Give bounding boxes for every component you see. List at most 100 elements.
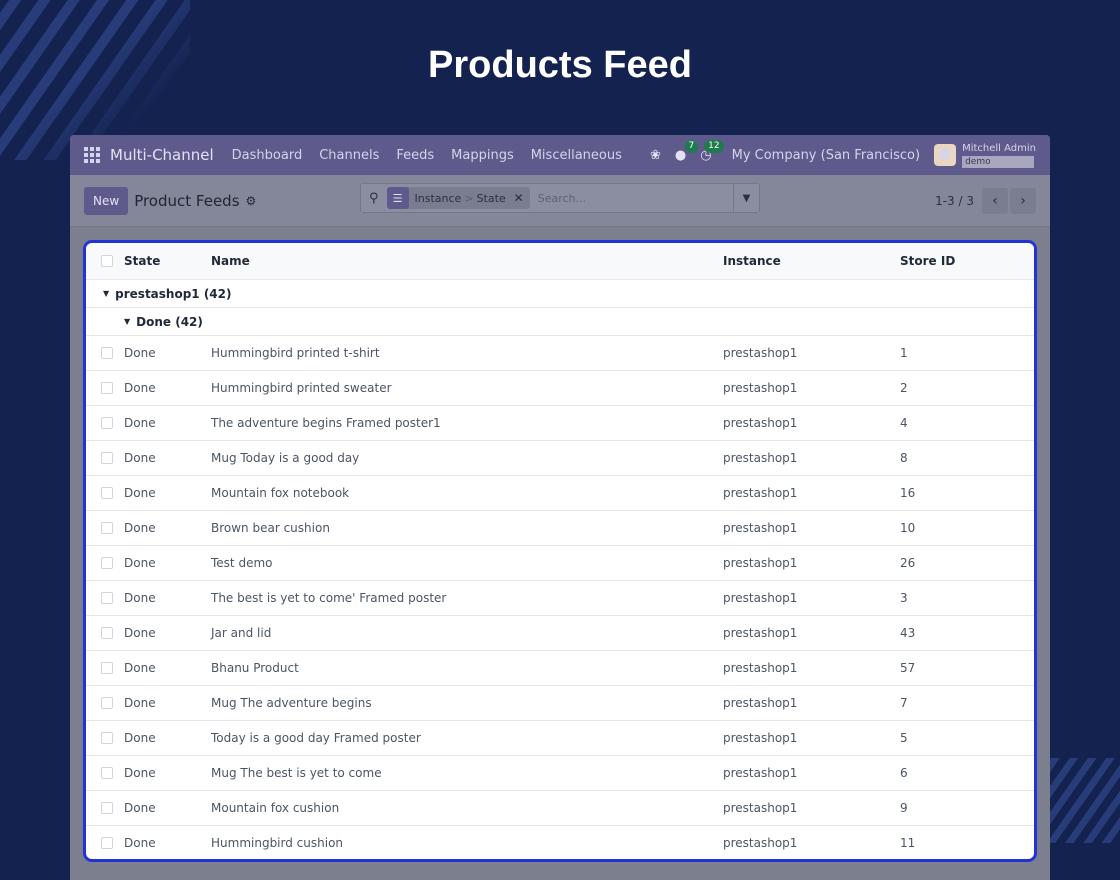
- gear-icon[interactable]: ⚙: [245, 193, 257, 208]
- pager-value[interactable]: 1-3 / 3: [935, 193, 974, 208]
- activities-count-badge: 12: [704, 139, 724, 153]
- menu-dashboard[interactable]: Dashboard: [231, 147, 303, 163]
- cell-instance: prestashop1: [723, 731, 798, 745]
- table-row[interactable]: Done Mountain fox cushion prestashop1 9: [86, 791, 1034, 826]
- cell-instance: prestashop1: [723, 521, 798, 535]
- table-row[interactable]: Done Jar and lid prestashop1 43: [86, 616, 1034, 651]
- chevron-right-icon[interactable]: ›: [1010, 187, 1036, 214]
- column-header-state[interactable]: State: [124, 254, 161, 268]
- table-row[interactable]: Done Mug Today is a good day prestashop1 8: [86, 441, 1034, 476]
- table-row[interactable]: Done The adventure begins Framed poster1 p…: [86, 406, 1034, 441]
- menu-miscellaneous[interactable]: Miscellaneous: [530, 147, 622, 163]
- menu-mappings[interactable]: Mappings: [451, 147, 514, 163]
- top-navbar: Multi-Channel Dashboard Channels Feeds M…: [70, 135, 1050, 175]
- cell-state: Done: [124, 486, 156, 500]
- cell-instance: prestashop1: [723, 486, 798, 500]
- table-row[interactable]: Done Hummingbird printed t-shirt prestasho…: [86, 336, 1034, 371]
- cell-name: Mug The adventure begins: [211, 696, 372, 710]
- apps-grid-icon[interactable]: [84, 147, 100, 163]
- clock-icon[interactable]: ◷ 12: [700, 139, 724, 163]
- company-switcher[interactable]: My Company (San Francisco): [731, 147, 921, 163]
- row-checkbox[interactable]: [101, 417, 113, 429]
- cell-instance: prestashop1: [723, 836, 798, 850]
- cell-name: Hummingbird printed t-shirt: [211, 346, 380, 360]
- row-checkbox[interactable]: [101, 732, 113, 744]
- group-row-instance[interactable]: ▼ prestashop1 (42): [86, 280, 1034, 308]
- search-input[interactable]: [537, 184, 733, 212]
- cell-store-id: 57: [900, 661, 916, 675]
- column-header-instance[interactable]: Instance: [723, 254, 781, 268]
- cell-store-id: 8: [900, 451, 908, 465]
- groupby-facet[interactable]: ☰ Instance > State ✕: [386, 187, 530, 209]
- cell-name: Mug Today is a good day: [211, 451, 360, 465]
- group-row-state[interactable]: ▼ Done (42): [86, 308, 1034, 336]
- table-row[interactable]: Done Brown bear cushion prestashop1 10: [86, 511, 1034, 546]
- cell-store-id: 26: [900, 556, 916, 570]
- row-checkbox[interactable]: [101, 627, 113, 639]
- column-header-store-id[interactable]: Store ID: [900, 254, 956, 268]
- new-button[interactable]: New: [84, 186, 129, 215]
- cell-state: Done: [124, 346, 156, 360]
- table-row[interactable]: Done Today is a good day Framed poster pre…: [86, 721, 1034, 756]
- app-brand[interactable]: Multi-Channel: [110, 146, 214, 164]
- row-checkbox[interactable]: [101, 592, 113, 604]
- menu-feeds[interactable]: Feeds: [396, 147, 435, 163]
- column-header-name[interactable]: Name: [211, 254, 250, 268]
- select-all-checkbox[interactable]: [101, 255, 113, 267]
- close-icon[interactable]: ✕: [513, 191, 524, 205]
- row-checkbox[interactable]: [101, 522, 113, 534]
- cell-state: Done: [124, 661, 156, 675]
- cell-state: Done: [124, 731, 156, 745]
- table-row[interactable]: Done Mug The best is yet to come prestasho…: [86, 756, 1034, 791]
- cell-store-id: 2: [900, 381, 908, 395]
- cell-instance: prestashop1: [723, 696, 798, 710]
- cell-store-id: 3: [900, 591, 908, 605]
- cell-instance: prestashop1: [723, 416, 798, 430]
- table-row[interactable]: Done Bhanu Product prestashop1 57: [86, 651, 1034, 686]
- caret-down-icon[interactable]: ▼: [733, 184, 759, 212]
- cell-store-id: 4: [900, 416, 908, 430]
- search-bar: ⚲ ☰ Instance > State ✕ ▼: [360, 183, 760, 213]
- table-row[interactable]: Done Mountain fox notebook prestashop1 16: [86, 476, 1034, 511]
- table-row[interactable]: Done Hummingbird printed sweater prestasho…: [86, 371, 1034, 406]
- menu-channels[interactable]: Channels: [319, 147, 380, 163]
- row-checkbox[interactable]: [101, 662, 113, 674]
- page-title-banner: Products Feed: [428, 44, 692, 86]
- cell-name: Jar and lid: [211, 626, 272, 640]
- breadcrumb: Product Feeds ⚙: [134, 192, 256, 210]
- row-checkbox[interactable]: [101, 767, 113, 779]
- row-checkbox[interactable]: [101, 382, 113, 394]
- row-checkbox[interactable]: [101, 487, 113, 499]
- chat-icon[interactable]: ● 7: [675, 139, 699, 163]
- cell-state: Done: [124, 836, 156, 850]
- cell-state: Done: [124, 766, 156, 780]
- table-row[interactable]: Done The best is yet to come' Framed post…: [86, 581, 1034, 616]
- table-row[interactable]: Done Mug The adventure begins prestashop1 7: [86, 686, 1034, 721]
- cell-name: Mug The best is yet to come: [211, 766, 382, 780]
- table-row[interactable]: Done Test demo prestashop1 26: [86, 546, 1034, 581]
- cell-state: Done: [124, 416, 156, 430]
- row-checkbox[interactable]: [101, 452, 113, 464]
- row-checkbox[interactable]: [101, 697, 113, 709]
- cell-instance: prestashop1: [723, 556, 798, 570]
- list-view: State Name Instance Store ID ▼ prestasho…: [83, 240, 1037, 862]
- row-checkbox[interactable]: [101, 802, 113, 814]
- cell-state: Done: [124, 451, 156, 465]
- search-icon[interactable]: ⚲: [369, 190, 379, 206]
- row-checkbox[interactable]: [101, 837, 113, 849]
- row-checkbox[interactable]: [101, 347, 113, 359]
- avatar: ☻: [934, 144, 957, 166]
- cell-name: Hummingbird printed sweater: [211, 381, 392, 395]
- cell-store-id: 5: [900, 731, 908, 745]
- group-label: Done (42): [136, 314, 203, 329]
- row-checkbox[interactable]: [101, 557, 113, 569]
- messages-count-badge: 7: [684, 139, 699, 153]
- cell-instance: prestashop1: [723, 346, 798, 360]
- chevron-left-icon[interactable]: ‹: [982, 187, 1008, 214]
- bug-icon[interactable]: ❀: [650, 147, 661, 163]
- user-menu[interactable]: ☻ Mitchell Admin demo: [934, 143, 1036, 168]
- cell-state: Done: [124, 591, 156, 605]
- cell-store-id: 16: [900, 486, 916, 500]
- cell-instance: prestashop1: [723, 591, 798, 605]
- table-row[interactable]: Done Hummingbird cushion prestashop1 11: [86, 826, 1034, 859]
